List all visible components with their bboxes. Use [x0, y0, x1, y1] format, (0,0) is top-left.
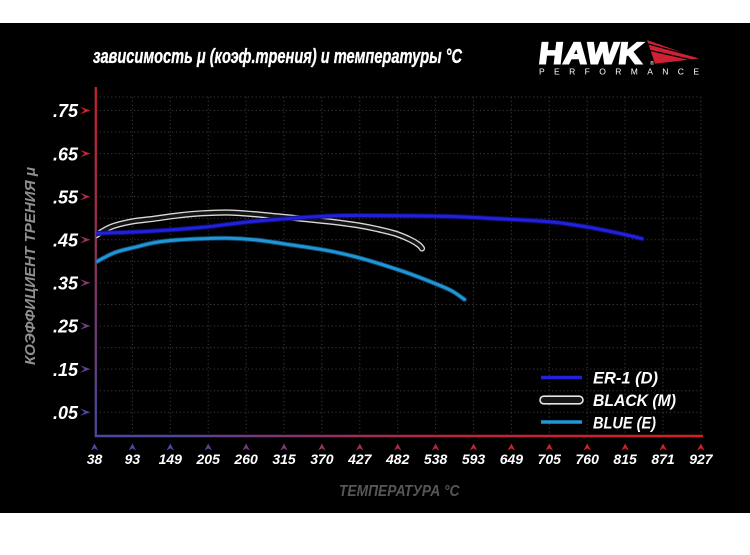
svg-text:.25: .25 [53, 317, 79, 337]
svg-text:38: 38 [87, 451, 103, 467]
svg-text:260: 260 [233, 451, 258, 467]
svg-text:149: 149 [159, 451, 183, 467]
svg-text:649: 649 [500, 451, 524, 467]
svg-text:ТЕМПЕРАТУРА °C: ТЕМПЕРАТУРА °C [339, 483, 460, 500]
svg-text:370: 370 [310, 451, 334, 467]
svg-text:93: 93 [125, 451, 141, 467]
svg-text:зависимость μ (коэф.трения) и: зависимость μ (коэф.трения) и температур… [93, 46, 462, 68]
svg-text:871: 871 [651, 451, 675, 467]
svg-text:.05: .05 [53, 403, 79, 423]
svg-text:ER-1 (D): ER-1 (D) [593, 369, 658, 388]
svg-text:315: 315 [272, 451, 296, 467]
svg-text:593: 593 [462, 451, 486, 467]
svg-text:®: ® [650, 60, 654, 67]
svg-text:HAWK: HAWK [537, 36, 645, 70]
svg-text:КОЭФФИЦИЕНТ ТРЕНИЯ μ: КОЭФФИЦИЕНТ ТРЕНИЯ μ [22, 167, 39, 365]
svg-text:.55: .55 [53, 187, 79, 207]
svg-text:BLUE (E): BLUE (E) [593, 414, 656, 433]
svg-text:927: 927 [689, 451, 714, 467]
svg-text:427: 427 [347, 451, 373, 467]
svg-text:.15: .15 [53, 360, 79, 380]
svg-text:205: 205 [196, 451, 221, 467]
svg-text:538: 538 [424, 451, 448, 467]
svg-text:.45: .45 [53, 231, 79, 251]
svg-text:760: 760 [576, 451, 600, 467]
svg-text:482: 482 [385, 451, 410, 467]
svg-text:815: 815 [613, 451, 637, 467]
svg-text:705: 705 [538, 451, 562, 467]
svg-text:.75: .75 [53, 101, 79, 121]
svg-text:.35: .35 [53, 274, 79, 294]
svg-text:PERFORMANCE: PERFORMANCE [539, 67, 699, 77]
svg-text:BLACK (M): BLACK (M) [593, 391, 676, 410]
svg-text:.65: .65 [53, 144, 79, 164]
